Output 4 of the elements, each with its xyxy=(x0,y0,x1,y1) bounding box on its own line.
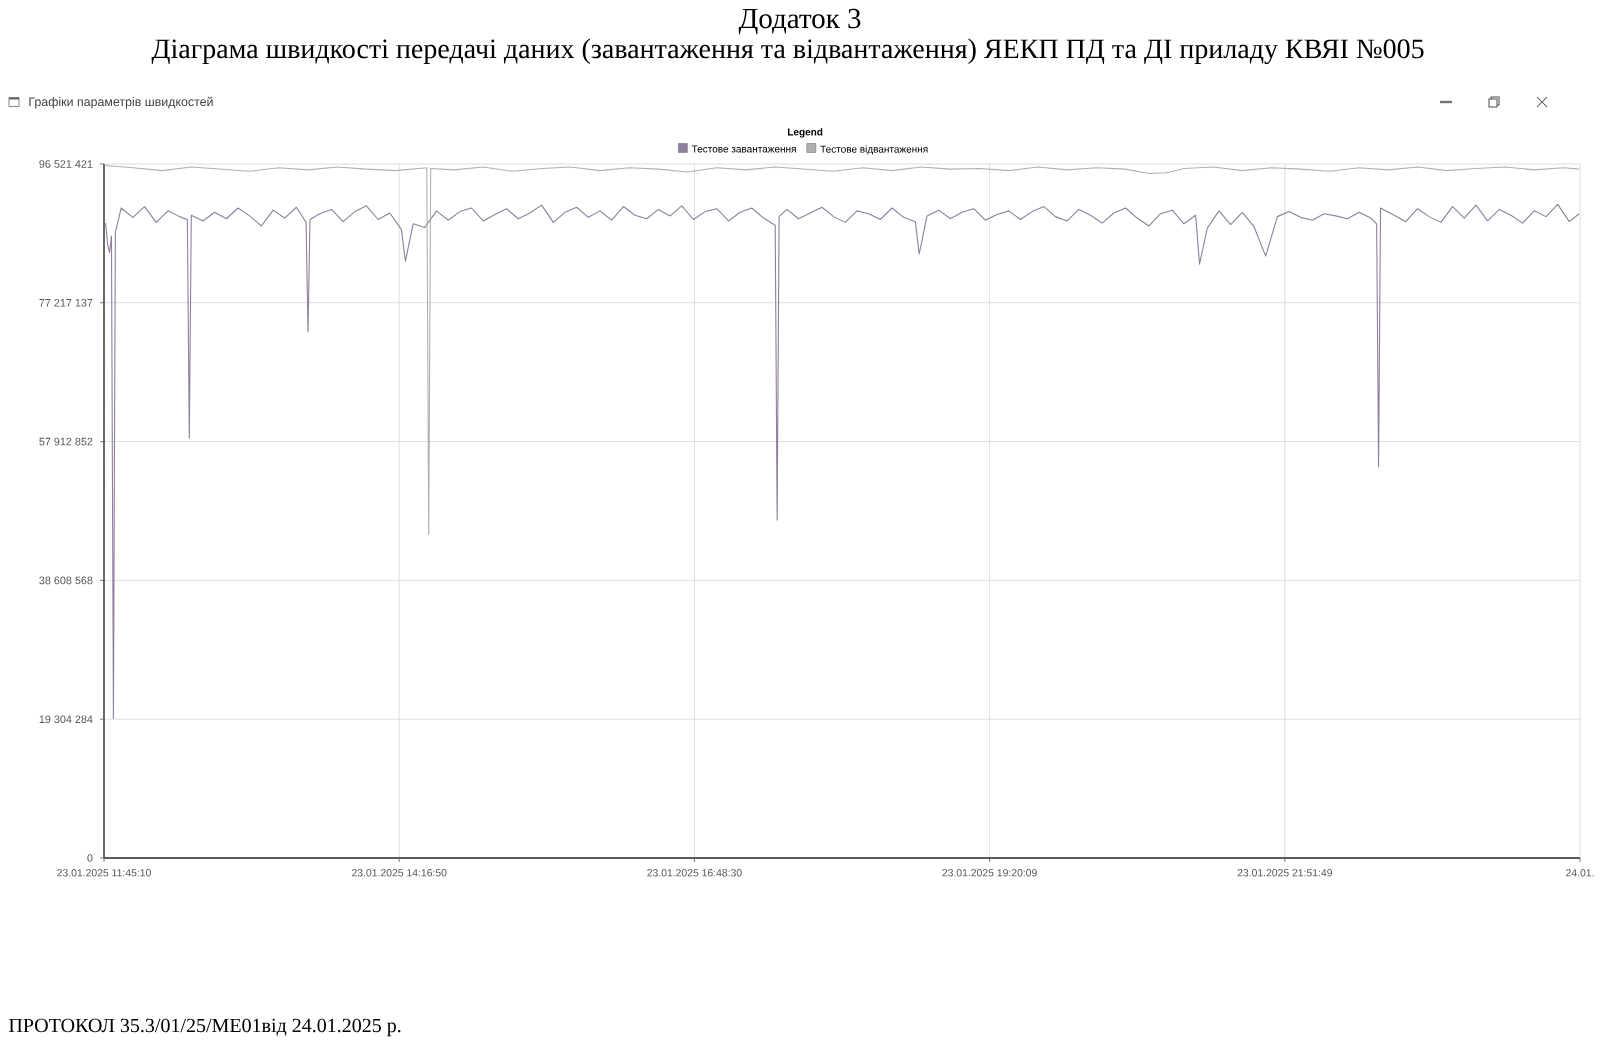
line-series xyxy=(105,203,1580,720)
chart-title: Додаток 3 xyxy=(738,8,861,35)
text: ПРОТОКОЛ 35.3/01/25/МЕ01від 24.01.2025 р. xyxy=(8,1018,401,1037)
chart-subtitle: Діаграма швидкості передачі даних (завантаження та відвантаження) ЯЕКП ПД та ДІ приладу КВЯІ №005 xyxy=(151,38,1424,65)
